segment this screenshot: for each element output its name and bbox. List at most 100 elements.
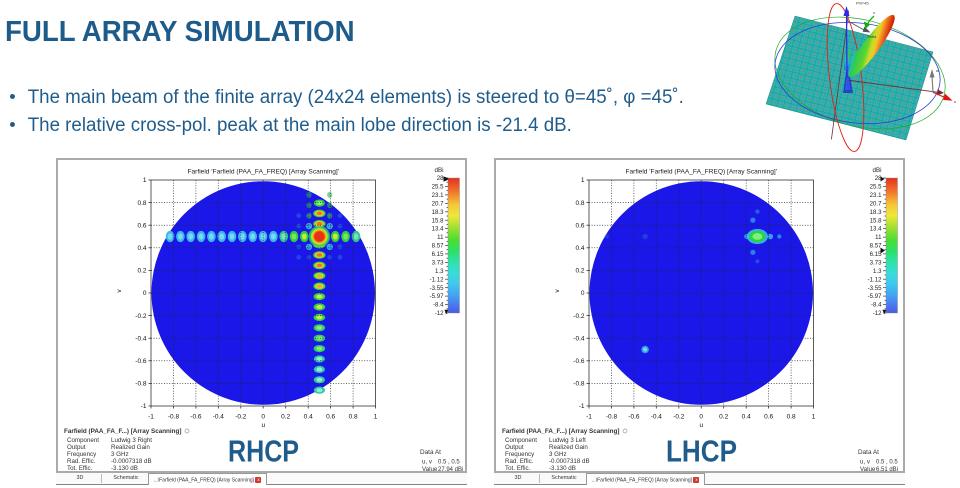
svg-text:w: w: [936, 68, 939, 73]
svg-text:27.94 dBi: 27.94 dBi: [438, 467, 463, 471]
svg-text:0.8: 0.8: [575, 200, 584, 207]
svg-text:0: 0: [581, 290, 585, 297]
svg-text:-1: -1: [586, 414, 592, 421]
svg-text:-1: -1: [148, 414, 154, 421]
svg-text:0.2: 0.2: [719, 414, 728, 421]
svg-text:0.6: 0.6: [764, 414, 773, 421]
svg-text:Farfield (PAA_FA_F...) [Array: Farfield (PAA_FA_F...) [Array Scanning]: [502, 428, 619, 435]
svg-text:-0.6: -0.6: [628, 414, 640, 421]
svg-text:20.7: 20.7: [870, 200, 882, 207]
svg-text:13.4: 13.4: [870, 226, 882, 233]
svg-text:6.15: 6.15: [870, 251, 882, 258]
svg-text:dBi: dBi: [435, 167, 444, 174]
svg-text:0.4: 0.4: [575, 245, 584, 252]
svg-text:1: 1: [812, 414, 816, 421]
svg-text:Data At: Data At: [420, 449, 441, 456]
svg-text:Component: Component: [505, 437, 537, 444]
svg-text:-0.8: -0.8: [606, 414, 618, 421]
svg-text:v: v: [116, 289, 123, 293]
svg-text:3.73: 3.73: [432, 260, 444, 267]
svg-text:0.6: 0.6: [575, 222, 584, 229]
svg-text:0.2: 0.2: [575, 268, 584, 275]
svg-text:28: 28: [875, 175, 882, 182]
svg-text:-0.6: -0.6: [190, 414, 202, 421]
svg-text:0.2: 0.2: [137, 268, 146, 275]
svg-text:Data At: Data At: [858, 449, 879, 456]
svg-text:0.6: 0.6: [326, 414, 335, 421]
svg-text:Output: Output: [67, 444, 86, 451]
svg-text:0.4: 0.4: [137, 245, 146, 252]
svg-text:RHCP: RHCP: [228, 435, 299, 469]
svg-text:-0.4: -0.4: [651, 414, 663, 421]
svg-text:-0.4: -0.4: [135, 335, 147, 342]
svg-text:-0.0007318 dB: -0.0007318 dB: [111, 458, 152, 465]
svg-text:6.15: 6.15: [432, 251, 444, 258]
svg-text:-0.6: -0.6: [135, 358, 147, 365]
svg-text:15.8: 15.8: [870, 217, 882, 224]
svg-text:Ludwig 3 Right: Ludwig 3 Right: [111, 437, 152, 444]
svg-text:28: 28: [437, 175, 444, 182]
svg-text:0: 0: [143, 290, 147, 297]
svg-text:Rad. Effic.: Rad. Effic.: [505, 458, 534, 465]
svg-text:-1.12: -1.12: [430, 276, 445, 283]
svg-text:Frequency: Frequency: [67, 451, 97, 458]
svg-text:1: 1: [143, 177, 147, 184]
svg-text:23.1: 23.1: [432, 192, 444, 199]
svg-text:8.57: 8.57: [870, 243, 882, 250]
svg-text:Theta: Theta: [867, 35, 876, 39]
svg-text:Component: Component: [67, 437, 99, 444]
svg-text:1: 1: [374, 414, 378, 421]
svg-text:-12: -12: [435, 310, 444, 317]
svg-text:-0.2: -0.2: [235, 414, 247, 421]
svg-text:-1: -1: [579, 403, 585, 410]
svg-text:-12: -12: [873, 310, 882, 317]
svg-text:15.8: 15.8: [432, 217, 444, 224]
svg-text:-0.4: -0.4: [573, 335, 585, 342]
svg-text:LHCP: LHCP: [666, 435, 737, 469]
svg-text:20.7: 20.7: [432, 200, 444, 207]
svg-text:0.8: 0.8: [787, 414, 796, 421]
svg-text:3.73: 3.73: [870, 260, 882, 267]
svg-text:0: 0: [261, 414, 265, 421]
svg-text:23.1: 23.1: [870, 192, 882, 199]
svg-text:Frequency: Frequency: [505, 451, 535, 458]
svg-text:3 GHz: 3 GHz: [111, 451, 129, 458]
svg-text:-0.2: -0.2: [135, 313, 147, 320]
svg-text:0.5 , 0.5: 0.5 , 0.5: [876, 460, 898, 466]
svg-text:u, v: u, v: [422, 459, 433, 466]
svg-text:6.51 dBi: 6.51 dBi: [876, 467, 898, 471]
svg-text:0.8: 0.8: [349, 414, 358, 421]
svg-text:8.57: 8.57: [432, 243, 444, 250]
svg-text:Farfield 'Farfield (PAA_FA_FRE: Farfield 'Farfield (PAA_FA_FREQ) [Array …: [625, 169, 777, 176]
svg-text:dBi: dBi: [873, 167, 882, 174]
svg-text:-3.130 dB: -3.130 dB: [111, 465, 138, 471]
svg-text:0.4: 0.4: [742, 414, 751, 421]
svg-text:Phi=45: Phi=45: [856, 1, 869, 6]
svg-text:u: u: [261, 422, 265, 429]
svg-text:Rad. Effic.: Rad. Effic.: [67, 458, 96, 465]
svg-text:u: u: [954, 99, 956, 104]
svg-text:-0.4: -0.4: [213, 414, 225, 421]
svg-text:u: u: [699, 422, 703, 429]
svg-text:-0.8: -0.8: [573, 381, 585, 388]
svg-text:-3.55: -3.55: [868, 285, 883, 292]
svg-text:Output: Output: [505, 444, 524, 451]
svg-text:25.5: 25.5: [432, 184, 444, 191]
svg-text:v: v: [554, 289, 561, 293]
svg-text:-0.0007318 dB: -0.0007318 dB: [549, 458, 590, 465]
svg-text:-8.4: -8.4: [433, 302, 444, 309]
svg-text:0.2: 0.2: [281, 414, 290, 421]
svg-text:0.6: 0.6: [137, 222, 146, 229]
svg-text:0.5 , 0.5: 0.5 , 0.5: [438, 460, 460, 466]
svg-text:3 GHz: 3 GHz: [549, 451, 567, 458]
svg-text:Tot. Effic.: Tot. Effic.: [67, 465, 93, 471]
svg-text:-5.97: -5.97: [430, 293, 445, 300]
svg-text:13.4: 13.4: [432, 226, 444, 233]
svg-text:18.3: 18.3: [870, 209, 882, 216]
svg-text:-0.8: -0.8: [135, 381, 147, 388]
svg-text:Tot. Effic.: Tot. Effic.: [505, 465, 531, 471]
svg-text:-3.55: -3.55: [430, 285, 445, 292]
svg-text:-8.4: -8.4: [871, 302, 882, 309]
svg-text:-5.97: -5.97: [868, 293, 883, 300]
svg-text:-1: -1: [141, 403, 147, 410]
